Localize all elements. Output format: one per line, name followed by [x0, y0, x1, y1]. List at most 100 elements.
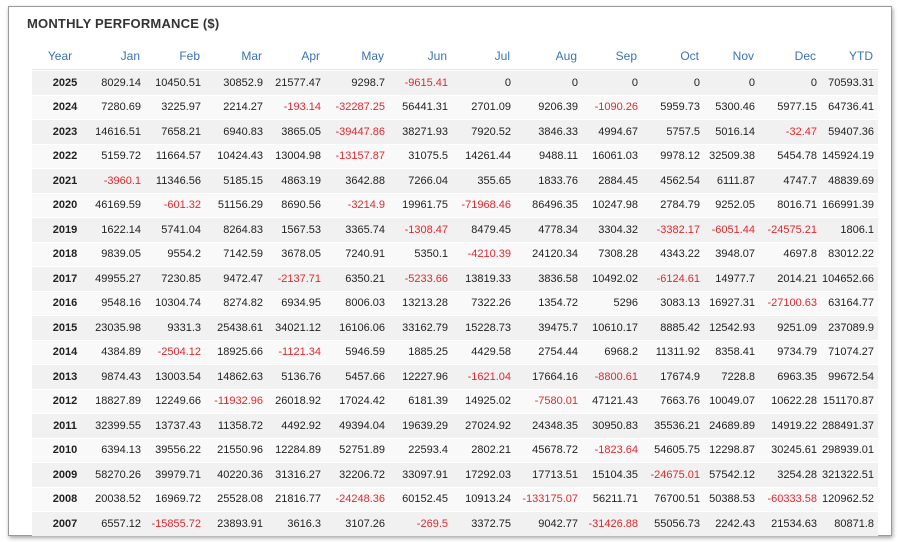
month-value-cell: 8690.56 [267, 192, 325, 217]
month-value-cell: 5757.5 [642, 119, 704, 144]
table-row: 2009 58270.26 39979.71 40220.36 31316.27 3220… [32, 462, 878, 487]
month-value-cell: 58270.26 [88, 462, 145, 487]
month-value-cell: 50388.53 [704, 486, 759, 511]
month-value-cell: 7658.21 [145, 119, 205, 144]
performance-panel: MONTHLY PERFORMANCE ($) Year Jan Feb Mar Apr… [8, 6, 892, 536]
month-value-cell: 9978.12 [642, 143, 704, 168]
month-value-cell: 10492.02 [582, 266, 642, 291]
table-row: 2021 -3960.1 11346.56 5185.15 4863.19 3642.88… [32, 168, 878, 193]
ytd-cell: 166991.39 [821, 192, 878, 217]
month-value-cell: 14261.44 [452, 143, 515, 168]
month-value-cell: 7142.59 [205, 241, 267, 266]
month-value-cell: 7322.26 [452, 290, 515, 315]
month-value-cell: 16106.06 [325, 315, 389, 340]
month-value-cell: 10610.17 [582, 315, 642, 340]
column-header-apr: Apr [267, 43, 325, 70]
month-value-cell: 34021.12 [267, 315, 325, 340]
month-value-cell: 14919.22 [759, 413, 821, 438]
month-value-cell: 3948.07 [704, 241, 759, 266]
column-header-jul: Jul [452, 43, 515, 70]
month-value-cell: 25438.61 [205, 315, 267, 340]
month-value-cell: 13213.28 [389, 290, 452, 315]
month-value-cell: 6111.87 [704, 168, 759, 193]
month-value-cell: -24575.21 [759, 217, 821, 242]
month-value-cell: 5296 [582, 290, 642, 315]
month-value-cell: -8800.61 [582, 364, 642, 389]
table-row: 2016 9548.16 10304.74 8274.82 6934.95 8006.03… [32, 290, 878, 315]
month-value-cell: 8006.03 [325, 290, 389, 315]
table-row: 2011 32399.55 13737.43 11358.72 4492.92 49394… [32, 413, 878, 438]
month-value-cell: -71968.46 [452, 192, 515, 217]
month-value-cell: 3083.13 [642, 290, 704, 315]
month-value-cell: 4384.89 [88, 339, 145, 364]
column-header-jan: Jan [88, 43, 145, 70]
year-cell: 2019 [32, 217, 88, 242]
table-row: 2008 20038.52 16969.72 25528.08 21816.77 -242… [32, 486, 878, 511]
month-value-cell: 9251.09 [759, 315, 821, 340]
month-value-cell: 23035.98 [88, 315, 145, 340]
month-value-cell: 38271.93 [389, 119, 452, 144]
month-value-cell: 31075.5 [389, 143, 452, 168]
ytd-cell: 151170.87 [821, 388, 878, 413]
month-value-cell: 6181.39 [389, 388, 452, 413]
month-value-cell: 16061.03 [582, 143, 642, 168]
month-value-cell: -39447.86 [325, 119, 389, 144]
month-value-cell: 2242.43 [704, 511, 759, 536]
month-value-cell: -269.5 [389, 511, 452, 536]
month-value-cell: 14616.51 [88, 119, 145, 144]
month-value-cell: -9615.41 [389, 70, 452, 95]
month-value-cell: 39979.71 [145, 462, 205, 487]
ytd-cell: 70593.31 [821, 70, 878, 95]
month-value-cell: 1885.25 [389, 339, 452, 364]
table-row: 2010 6394.13 39556.22 21550.96 12284.89 52751… [32, 437, 878, 462]
month-value-cell: 55056.73 [642, 511, 704, 536]
month-value-cell: 12249.66 [145, 388, 205, 413]
ytd-cell: 120962.52 [821, 486, 878, 511]
month-value-cell: 4697.8 [759, 241, 821, 266]
year-cell: 2023 [32, 119, 88, 144]
month-value-cell: 10622.28 [759, 388, 821, 413]
month-value-cell: 5350.1 [389, 241, 452, 266]
year-cell: 2012 [32, 388, 88, 413]
table-row: 2007 6557.12 -15855.72 23893.91 3616.3 3107.2… [32, 511, 878, 536]
month-value-cell: 3846.33 [515, 119, 582, 144]
month-value-cell: 17024.42 [325, 388, 389, 413]
year-cell: 2015 [32, 315, 88, 340]
month-value-cell: 0 [582, 70, 642, 95]
ytd-cell: 64736.41 [821, 94, 878, 119]
column-header-oct: Oct [642, 43, 704, 70]
ytd-cell: 83012.22 [821, 241, 878, 266]
month-value-cell: 9554.2 [145, 241, 205, 266]
month-value-cell: 9331.3 [145, 315, 205, 340]
month-value-cell: -60333.58 [759, 486, 821, 511]
month-value-cell: 9488.11 [515, 143, 582, 168]
month-value-cell: 3616.3 [267, 511, 325, 536]
month-value-cell: 5016.14 [704, 119, 759, 144]
month-value-cell: 54605.75 [642, 437, 704, 462]
column-header-feb: Feb [145, 43, 205, 70]
month-value-cell: 13004.98 [267, 143, 325, 168]
month-value-cell: 5136.76 [267, 364, 325, 389]
month-value-cell: 12298.87 [704, 437, 759, 462]
month-value-cell: -193.14 [267, 94, 325, 119]
month-value-cell: 2884.45 [582, 168, 642, 193]
table-row: 2013 9874.43 13003.54 14862.63 5136.76 5457.6… [32, 364, 878, 389]
ytd-cell: 48839.69 [821, 168, 878, 193]
table-row: 2014 4384.89 -2504.12 18925.66 -1121.34 5946.… [32, 339, 878, 364]
month-value-cell: 10049.07 [704, 388, 759, 413]
month-value-cell: 4994.67 [582, 119, 642, 144]
month-value-cell: 9874.43 [88, 364, 145, 389]
month-value-cell: 8479.45 [452, 217, 515, 242]
month-value-cell: 16969.72 [145, 486, 205, 511]
month-value-cell: 10304.74 [145, 290, 205, 315]
month-value-cell: 7230.85 [145, 266, 205, 291]
month-value-cell: 3865.05 [267, 119, 325, 144]
month-value-cell: 7266.04 [389, 168, 452, 193]
year-cell: 2018 [32, 241, 88, 266]
month-value-cell: 6968.2 [582, 339, 642, 364]
month-value-cell: 3372.75 [452, 511, 515, 536]
month-value-cell: 25528.08 [205, 486, 267, 511]
ytd-cell: 59407.36 [821, 119, 878, 144]
column-header-jun: Jun [389, 43, 452, 70]
month-value-cell: 39475.7 [515, 315, 582, 340]
